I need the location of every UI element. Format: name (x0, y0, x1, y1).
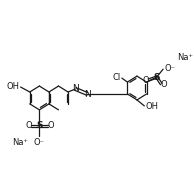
Text: N: N (72, 83, 79, 92)
Text: S: S (153, 73, 160, 82)
Text: Na⁺: Na⁺ (12, 138, 28, 147)
Text: O: O (25, 121, 32, 130)
Text: O⁻: O⁻ (165, 64, 176, 73)
Text: S: S (36, 121, 43, 130)
Text: O⁻: O⁻ (34, 138, 45, 147)
Text: Na⁺: Na⁺ (177, 53, 193, 62)
Text: OH: OH (7, 81, 20, 90)
Text: Cl: Cl (113, 73, 121, 82)
Text: O: O (161, 80, 167, 89)
Text: O: O (47, 121, 54, 130)
Text: N: N (84, 90, 91, 100)
Text: OH: OH (145, 102, 158, 111)
Text: O: O (142, 76, 149, 85)
